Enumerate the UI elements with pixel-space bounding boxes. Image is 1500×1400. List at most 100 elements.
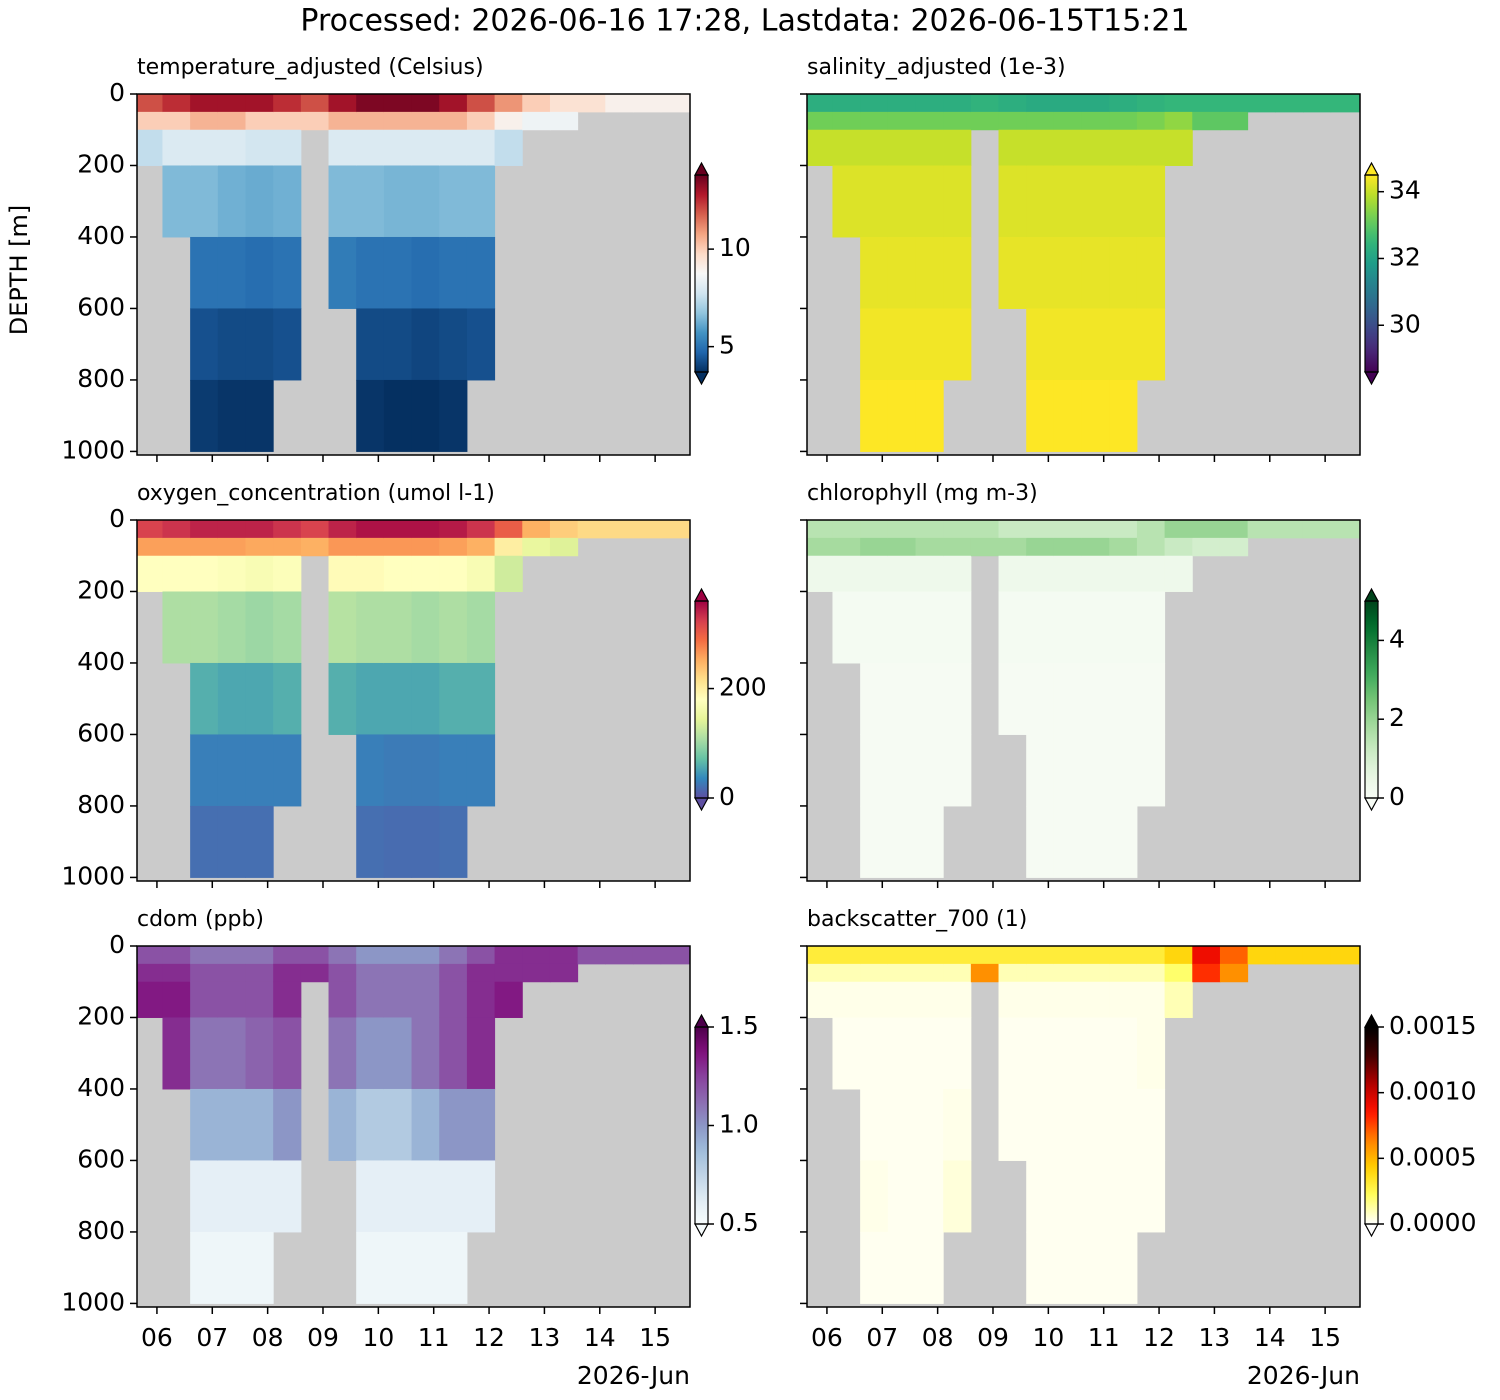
heat-cell [356, 165, 385, 238]
heat-cell [439, 963, 468, 983]
heat-cell [807, 111, 833, 131]
heat-cell [245, 591, 274, 664]
heat-cell [915, 94, 944, 113]
heat-cell [807, 520, 833, 539]
heat-cell [273, 537, 302, 557]
heat-cell [1109, 111, 1138, 131]
heat-cell [632, 94, 662, 113]
axes-frame [136, 93, 691, 456]
panel-title: salinity_adjusted (1e-3) [807, 55, 1066, 80]
heat-cell [411, 379, 440, 452]
heat-cell [162, 981, 191, 1018]
colorbar-tick-label: 30 [1389, 309, 1421, 338]
heat-cell [190, 1160, 219, 1233]
colorbar-tick-label: 0.0010 [1389, 1077, 1476, 1106]
heat-cell [328, 129, 357, 166]
heat-cell [887, 1160, 916, 1233]
heat-cell [439, 1017, 468, 1090]
heat-cell [943, 308, 972, 381]
x-tick-label: 14 [1254, 1323, 1286, 1352]
heat-cell [411, 1231, 440, 1304]
heat-cell [217, 1017, 246, 1090]
heat-cell [300, 111, 330, 131]
heat-cell [915, 591, 944, 664]
heat-cell [1302, 94, 1332, 113]
y-tick-label: 200 [77, 149, 125, 178]
heat-cell [273, 1017, 302, 1090]
heat-cell [411, 537, 440, 557]
heat-cell [1302, 520, 1332, 539]
heat-cell [328, 963, 357, 983]
heat-cell [356, 981, 385, 1018]
heat-cell [217, 520, 246, 539]
heat-cell [1026, 165, 1055, 238]
heat-cell [273, 111, 302, 131]
heat-cell [383, 1231, 413, 1304]
heat-cell [217, 165, 246, 238]
heat-cell [860, 963, 889, 983]
heat-cell [1136, 963, 1166, 983]
heat-cell [1109, 805, 1138, 878]
heat-cell [439, 129, 468, 166]
heat-cell [411, 111, 440, 131]
heat-cell [439, 734, 468, 807]
y-tick-label: 0 [109, 78, 125, 107]
heat-cell [1192, 946, 1221, 965]
heat-cell [245, 1231, 274, 1304]
heat-cell [466, 111, 496, 131]
heat-cell [411, 129, 440, 166]
heat-cell [273, 520, 302, 539]
heat-cell [494, 94, 523, 113]
heat-cell [1053, 537, 1083, 557]
heat-cell [1026, 94, 1055, 113]
heat-cell [1136, 165, 1166, 238]
heat-cell [915, 520, 944, 539]
heat-cell [860, 129, 889, 166]
heat-cell [807, 537, 833, 557]
heat-cell [998, 537, 1027, 557]
heat-cell [439, 1231, 468, 1304]
heat-cell [915, 963, 944, 983]
panel-title: backscatter_700 (1) [807, 907, 1027, 932]
heat-cell [137, 555, 163, 592]
heat-cell [1081, 1160, 1110, 1233]
heat-cell [245, 129, 274, 166]
heat-cell [245, 379, 274, 452]
heat-cell [137, 537, 163, 557]
heat-cell [411, 591, 440, 664]
y-tick-label: 600 [77, 292, 125, 321]
heat-cell [273, 94, 302, 113]
heat-cell [137, 963, 163, 983]
heat-cell [887, 1231, 916, 1304]
heat-cell [300, 94, 330, 113]
heat-cell [943, 1160, 972, 1233]
heat-cell [915, 236, 944, 309]
heat-cell [915, 662, 944, 735]
heat-cell [887, 165, 916, 238]
heat-cell [439, 236, 468, 309]
heat-cell [411, 94, 440, 113]
heat-cell [356, 555, 385, 592]
heat-cell [1053, 308, 1083, 381]
heat-cell [660, 520, 691, 539]
heat-cell [549, 111, 579, 131]
heat-cell [190, 963, 219, 983]
heat-cell [245, 662, 274, 735]
heat-cell [466, 946, 496, 965]
heat-cell [1330, 520, 1361, 539]
heat-cell [1081, 165, 1110, 238]
heat-cell [137, 981, 163, 1018]
heat-cell [494, 946, 523, 965]
heat-cell [439, 662, 468, 735]
heat-cell [494, 981, 523, 1018]
heat-cell [300, 963, 330, 983]
heat-cell [1109, 591, 1138, 664]
heat-cell [943, 520, 972, 539]
heat-cell [217, 94, 246, 113]
heat-cell [943, 963, 972, 983]
heat-cell [217, 111, 246, 131]
y-tick-label: 800 [77, 1216, 125, 1245]
heat-cell [190, 981, 219, 1018]
heat-cell [383, 734, 413, 807]
heat-cell [915, 734, 944, 807]
